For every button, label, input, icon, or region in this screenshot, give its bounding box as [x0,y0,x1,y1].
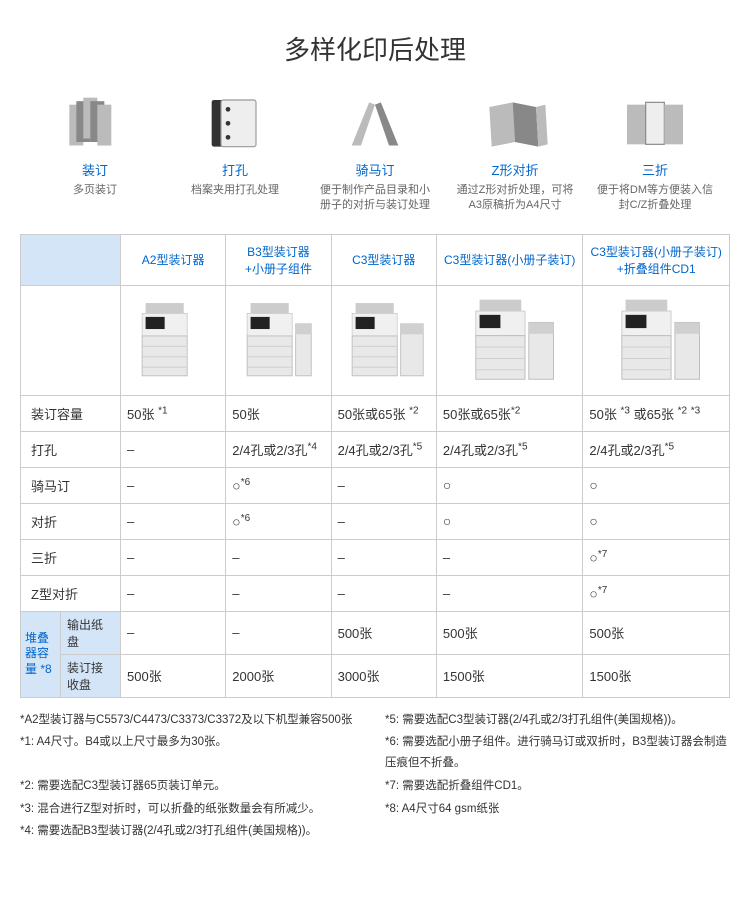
col-header-3: C3型装订器(小册子装订) [436,234,583,285]
feature-label: Z形对折 [492,160,539,179]
row-label-0: 装订容量 [21,395,121,431]
stack1-4: 500张 [583,611,730,654]
row-label-2: 骑马订 [21,467,121,503]
footnote-left-0: *A2型装订器与C5573/C4473/C3373/C3372及以下机型兼容50… [20,710,365,731]
cell-2-0: – [121,467,226,503]
cell-0-0: 50张 *1 [121,395,226,431]
feature-desc: 便于制作产品目录和小册子的对折与装订处理 [315,183,435,214]
page-title: 多样化印后处理 [0,0,750,92]
feature-desc: 便于将DM等方便装入信封C/Z折叠处理 [595,183,715,214]
cell-3-3: ○ [436,503,583,539]
row-label-3: 对折 [21,503,121,539]
stack-sub2: 装订接收盘 [61,655,120,697]
col-header-0: A2型装订器 [121,234,226,285]
feature-0: 装订 多页装订 [30,92,160,214]
feature-label: 骑马订 [355,160,394,179]
stack-sub1: 输出纸盘 [61,612,120,655]
footnote-left-3: *3: 混合进行Z型对折时，可以折叠的纸张数量会有所减少。 [20,799,365,820]
cell-2-4: ○ [583,467,730,503]
feature-desc: 多页装订 [73,183,117,198]
stack2-1: 2000张 [226,654,331,697]
stack1-0: – [121,611,226,654]
footnote-left-4: *4: 需要选配B3型装订器(2/4孔或2/3打孔组件(美国规格))。 [20,821,365,842]
booklet-stack-icon [60,92,130,152]
footnote-right-2: *7: 需要选配折叠组件CD1。 [385,776,730,797]
feature-3: Z形对折 通过Z形对折处理，可将A3原稿折为A4尺寸 [450,92,580,214]
cell-4-1: – [226,539,331,575]
printer-image-2 [331,285,436,395]
spec-table-wrap: A2型装订器B3型装订器+小册子组件C3型装订器C3型装订器(小册子装订)C3型… [0,234,750,698]
cell-4-3: – [436,539,583,575]
stack2-4: 1500张 [583,654,730,697]
stack1-1: – [226,611,331,654]
zfold-icon [480,92,550,152]
footnote-right-3: *8: A4尺寸64 gsm纸张 [385,799,730,820]
col-header-1: B3型装订器+小册子组件 [226,234,331,285]
cell-1-4: 2/4孔或2/3孔*5 [583,431,730,467]
feature-desc: 档案夹用打孔处理 [191,183,279,198]
feature-4: 三折 便于将DM等方便装入信封C/Z折叠处理 [590,92,720,214]
table-corner [21,234,121,285]
feature-label: 打孔 [222,160,248,179]
cell-0-4: 50张 *3 或65张 *2 *3 [583,395,730,431]
img-row-label [21,285,121,395]
stack1-2: 500张 [331,611,436,654]
features-row: 装订 多页装订 打孔 档案夹用打孔处理 骑马订 便于制作产品目录和小册子的对折与… [0,92,750,234]
stack-group: 堆叠器容量 *8 输出纸盘 装订接收盘 [21,611,121,697]
footnote-right-4 [385,821,730,842]
cell-2-1: ○*6 [226,467,331,503]
cell-5-3: – [436,575,583,611]
cell-4-2: – [331,539,436,575]
col-header-2: C3型装订器 [331,234,436,285]
printer-image-1 [226,285,331,395]
printer-image-3 [436,285,583,395]
feature-label: 装订 [82,160,108,179]
row-label-1: 打孔 [21,431,121,467]
cell-5-2: – [331,575,436,611]
footnotes: *A2型装订器与C5573/C4473/C3373/C3372及以下机型兼容50… [0,698,750,854]
cell-4-4: ○*7 [583,539,730,575]
footnote-right-1: *6: 需要选配小册子组件。进行骑马订或双折时，B3型装订器会制造压痕但不折叠。 [385,732,730,773]
cell-1-2: 2/4孔或2/3孔*5 [331,431,436,467]
spec-table: A2型装订器B3型装订器+小册子组件C3型装订器C3型装订器(小册子装订)C3型… [20,234,730,698]
cell-0-3: 50张或65张*2 [436,395,583,431]
feature-label: 三折 [642,160,668,179]
cell-5-0: – [121,575,226,611]
cell-1-1: 2/4孔或2/3孔*4 [226,431,331,467]
stack2-3: 1500张 [436,654,583,697]
stack2-2: 3000张 [331,654,436,697]
punched-icon [200,92,270,152]
cell-3-2: – [331,503,436,539]
row-label-5: Z型对折 [21,575,121,611]
col-header-4: C3型装订器(小册子装订)+折叠组件CD1 [583,234,730,285]
cell-3-1: ○*6 [226,503,331,539]
footnote-left-2: *2: 需要选配C3型装订器65页装订单元。 [20,776,365,797]
trifold-icon [620,92,690,152]
cell-4-0: – [121,539,226,575]
footnote-left-1: *1: A4尺寸。B4或以上尺寸最多为30张。 [20,732,365,773]
feature-2: 骑马订 便于制作产品目录和小册子的对折与装订处理 [310,92,440,214]
footnote-right-0: *5: 需要选配C3型装订器(2/4孔或2/3打孔组件(美国规格))。 [385,710,730,731]
cell-3-4: ○ [583,503,730,539]
cell-1-3: 2/4孔或2/3孔*5 [436,431,583,467]
stack2-0: 500张 [121,654,226,697]
cell-5-4: ○*7 [583,575,730,611]
stack1-3: 500张 [436,611,583,654]
cell-0-1: 50张 [226,395,331,431]
printer-image-0 [121,285,226,395]
feature-desc: 通过Z形对折处理，可将A3原稿折为A4尺寸 [455,183,575,214]
row-label-4: 三折 [21,539,121,575]
cell-0-2: 50张或65张 *2 [331,395,436,431]
cell-2-3: ○ [436,467,583,503]
cell-2-2: – [331,467,436,503]
cell-5-1: – [226,575,331,611]
saddle-icon [340,92,410,152]
stack-group-label: 堆叠器容量 *8 [21,612,61,697]
feature-1: 打孔 档案夹用打孔处理 [170,92,300,214]
cell-3-0: – [121,503,226,539]
printer-image-4 [583,285,730,395]
cell-1-0: – [121,431,226,467]
